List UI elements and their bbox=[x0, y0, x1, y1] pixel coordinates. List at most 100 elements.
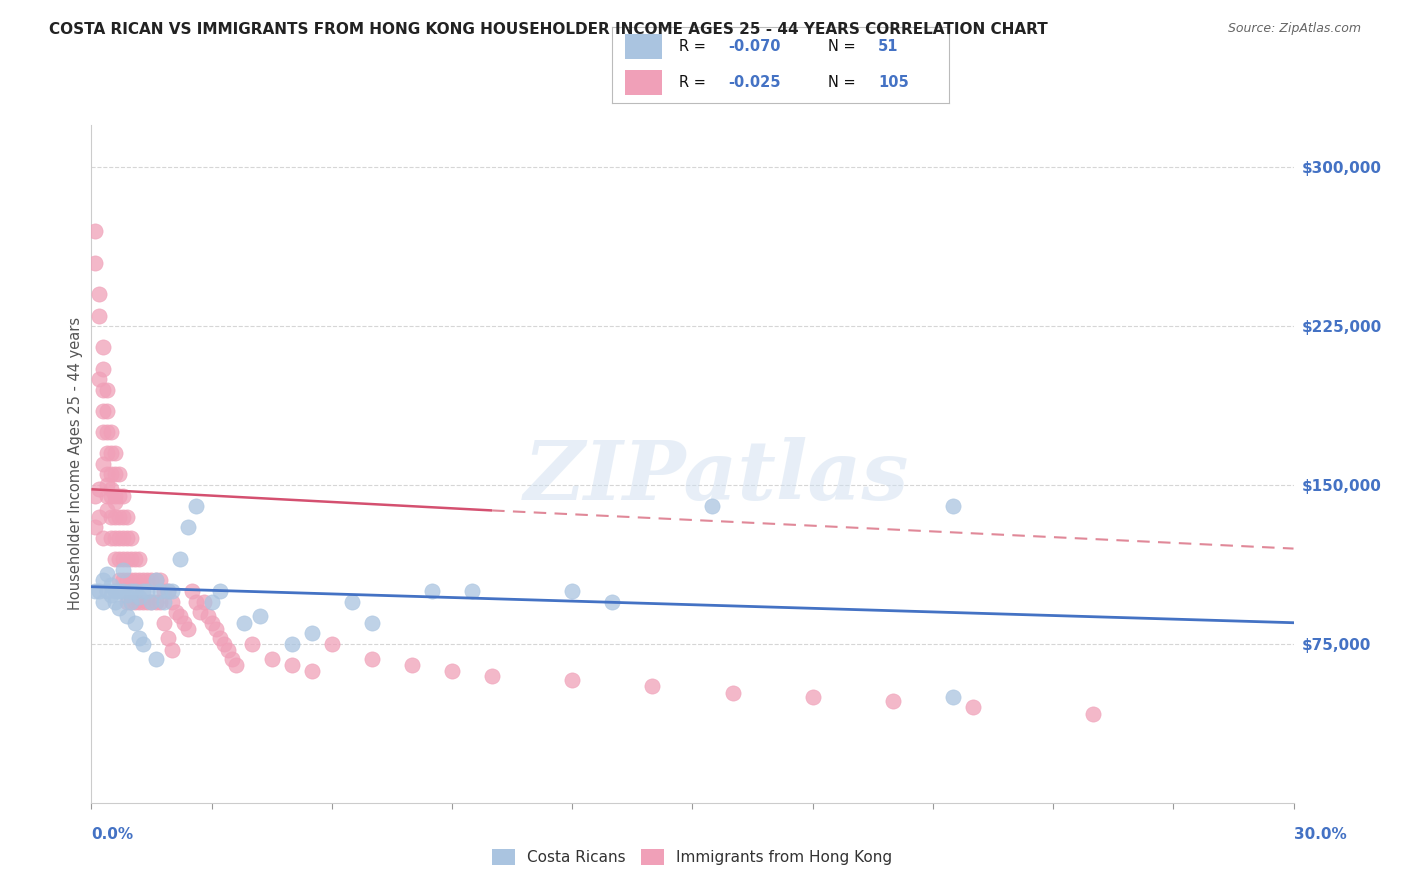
Point bbox=[117, 509, 139, 524]
Point bbox=[160, 594, 183, 608]
Point bbox=[108, 467, 131, 482]
Point bbox=[93, 404, 115, 418]
Point bbox=[136, 594, 159, 608]
Point bbox=[89, 482, 111, 496]
Point bbox=[117, 609, 139, 624]
Point bbox=[100, 577, 122, 591]
Point bbox=[96, 489, 118, 503]
Point bbox=[160, 643, 183, 657]
Point bbox=[197, 609, 219, 624]
Point bbox=[169, 552, 191, 566]
Point bbox=[100, 509, 122, 524]
Point bbox=[141, 574, 163, 588]
Point bbox=[89, 372, 111, 386]
Point bbox=[942, 500, 965, 514]
Point bbox=[124, 594, 146, 608]
Point bbox=[84, 224, 107, 238]
Point bbox=[84, 255, 107, 269]
Point bbox=[702, 500, 724, 514]
Point bbox=[117, 588, 139, 602]
Point bbox=[141, 594, 163, 608]
Point bbox=[136, 574, 159, 588]
Text: Source: ZipAtlas.com: Source: ZipAtlas.com bbox=[1227, 22, 1361, 36]
Bar bbox=[626, 70, 662, 95]
Point bbox=[152, 594, 174, 608]
Point bbox=[100, 588, 122, 602]
Text: R =: R = bbox=[679, 39, 710, 54]
Point bbox=[132, 594, 155, 608]
Point bbox=[117, 594, 139, 608]
Point bbox=[124, 583, 146, 598]
Point bbox=[100, 425, 122, 439]
Point bbox=[169, 609, 191, 624]
Point bbox=[100, 482, 122, 496]
Text: COSTA RICAN VS IMMIGRANTS FROM HONG KONG HOUSEHOLDER INCOME AGES 25 - 44 YEARS C: COSTA RICAN VS IMMIGRANTS FROM HONG KONG… bbox=[49, 22, 1047, 37]
Point bbox=[89, 309, 111, 323]
Point bbox=[132, 583, 155, 598]
Point bbox=[121, 531, 143, 545]
Point bbox=[84, 583, 107, 598]
Point bbox=[232, 615, 254, 630]
Point bbox=[108, 489, 131, 503]
Point bbox=[165, 605, 187, 619]
Point bbox=[104, 594, 127, 608]
Point bbox=[93, 531, 115, 545]
Text: ZIPatlas: ZIPatlas bbox=[524, 437, 910, 517]
Point bbox=[93, 457, 115, 471]
Point bbox=[108, 509, 131, 524]
Point bbox=[117, 574, 139, 588]
Point bbox=[148, 574, 170, 588]
Point bbox=[96, 425, 118, 439]
Point bbox=[84, 489, 107, 503]
Point bbox=[112, 509, 135, 524]
Bar bbox=[626, 34, 662, 60]
Point bbox=[117, 531, 139, 545]
Point bbox=[89, 583, 111, 598]
Point bbox=[188, 605, 211, 619]
Point bbox=[96, 583, 118, 598]
Point bbox=[96, 404, 118, 418]
Point bbox=[208, 583, 231, 598]
Point bbox=[145, 574, 167, 588]
Point bbox=[461, 583, 484, 598]
Point bbox=[93, 594, 115, 608]
Point bbox=[100, 467, 122, 482]
Text: -0.070: -0.070 bbox=[728, 39, 780, 54]
Point bbox=[104, 489, 127, 503]
Point bbox=[121, 574, 143, 588]
Point bbox=[942, 690, 965, 704]
Point bbox=[112, 489, 135, 503]
Point bbox=[108, 531, 131, 545]
Point bbox=[128, 552, 150, 566]
Point bbox=[104, 467, 127, 482]
Point bbox=[193, 594, 215, 608]
Point bbox=[132, 637, 155, 651]
Point bbox=[962, 700, 984, 714]
Point bbox=[217, 643, 239, 657]
Point bbox=[281, 637, 304, 651]
Point bbox=[128, 594, 150, 608]
Point bbox=[440, 665, 463, 679]
Point bbox=[180, 583, 202, 598]
Point bbox=[104, 531, 127, 545]
Point bbox=[128, 591, 150, 605]
Point bbox=[360, 615, 382, 630]
Point bbox=[225, 658, 247, 673]
Point bbox=[128, 574, 150, 588]
Point bbox=[112, 583, 135, 598]
Point bbox=[93, 361, 115, 376]
Text: N =: N = bbox=[828, 39, 855, 54]
Text: 51: 51 bbox=[879, 39, 898, 54]
Point bbox=[89, 509, 111, 524]
Point bbox=[121, 594, 143, 608]
Point bbox=[121, 552, 143, 566]
Point bbox=[152, 615, 174, 630]
Point bbox=[176, 520, 198, 534]
Point bbox=[108, 601, 131, 615]
Point bbox=[360, 651, 382, 665]
Point bbox=[124, 615, 146, 630]
Point bbox=[201, 594, 224, 608]
Point bbox=[96, 503, 118, 517]
Point bbox=[882, 694, 904, 708]
Point bbox=[100, 446, 122, 460]
